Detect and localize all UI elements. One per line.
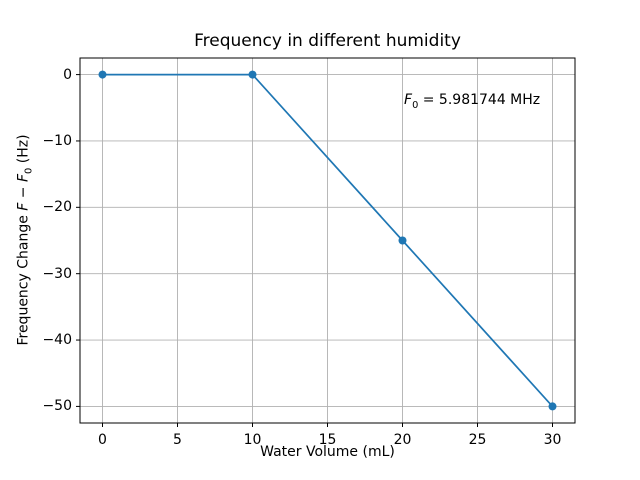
f0-annotation-value: = 5.981744 MHz [418, 92, 541, 108]
data-point [398, 236, 407, 245]
y-tick-label: −30 [42, 265, 72, 282]
data-point [248, 70, 257, 79]
y-tick-label: −50 [42, 398, 72, 415]
x-tick-label: 5 [173, 432, 182, 448]
y-tick-label: 0 [63, 66, 72, 83]
y-axis-label-var2: F [15, 173, 32, 183]
f0-annotation-var: F [404, 92, 413, 108]
y-axis-label-text: Frequency Change [15, 210, 32, 346]
x-tick-label: 0 [98, 432, 107, 448]
chart-title: Frequency in different humidity [194, 31, 461, 51]
y-axis-label-minus: − [15, 182, 32, 203]
y-axis-label-var1: F [15, 202, 32, 211]
y-tick-label: −20 [42, 199, 72, 216]
f0-annotation: F0 = 5.981744 MHz [404, 92, 540, 111]
x-tick-label: 10 [243, 432, 262, 448]
x-tick-label: 25 [468, 432, 487, 448]
y-axis-label-subscript: 0 [23, 167, 35, 174]
x-tick-label: 20 [393, 432, 412, 448]
y-tick-label: −40 [42, 332, 72, 349]
y-axis-label: Frequency Change F − F0 (Hz) [16, 134, 35, 345]
x-tick-label: 30 [543, 432, 562, 448]
y-tick-label: −10 [42, 132, 72, 149]
f0-annotation-subscript: 0 [412, 99, 419, 111]
data-point [548, 402, 557, 411]
data-line [102, 73, 554, 407]
data-point [98, 70, 107, 79]
x-tick-label: 15 [318, 432, 337, 448]
y-axis-label-suffix: (Hz) [15, 134, 32, 168]
x-axis-label: Water Volume (mL) [260, 444, 395, 460]
